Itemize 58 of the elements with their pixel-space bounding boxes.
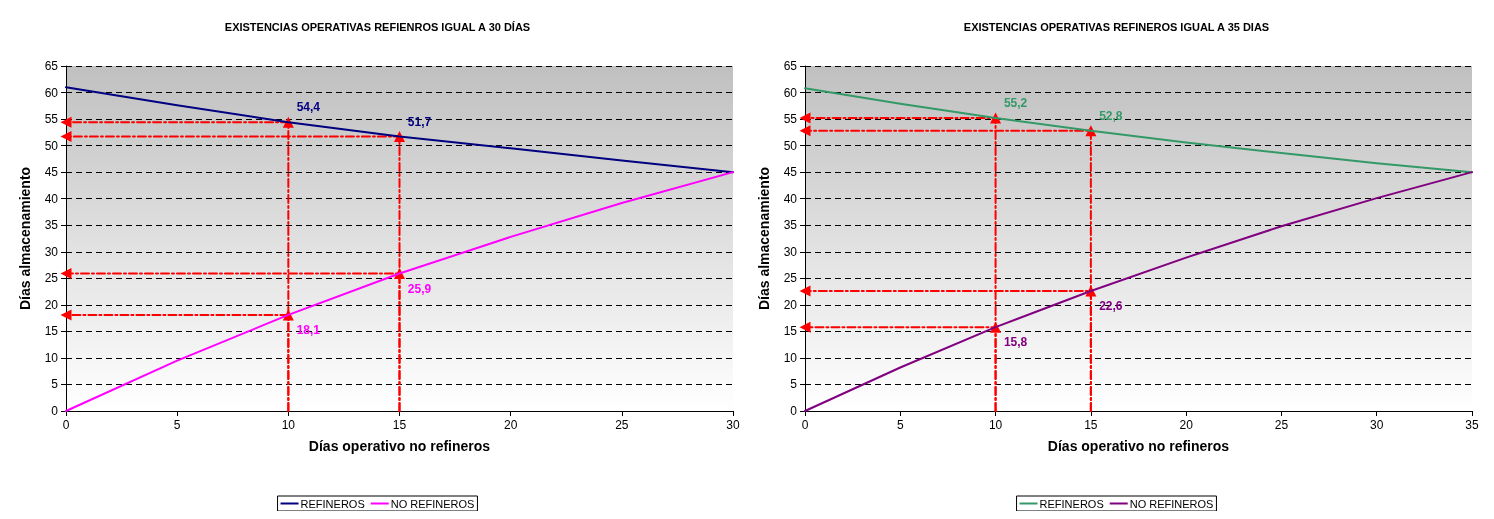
y-axis-title: Días almacenamiento bbox=[756, 166, 772, 311]
y-tick-label: 65 bbox=[783, 59, 798, 73]
legend-label: NO REFINEROS bbox=[390, 497, 475, 510]
y-tick-label: 50 bbox=[44, 138, 59, 153]
x-axis-title: Días operativo no refineros bbox=[308, 438, 491, 454]
y-tick-label: 50 bbox=[783, 138, 798, 153]
data-label: 25,9 bbox=[407, 281, 432, 296]
y-tick-label: 60 bbox=[783, 85, 798, 100]
y-tick-label: 15 bbox=[44, 324, 59, 339]
x-tick-label: 25 bbox=[615, 418, 629, 432]
y-tick-label: 40 bbox=[44, 191, 59, 206]
y-tick-label: 65 bbox=[44, 59, 59, 73]
y-tick-label: 25 bbox=[44, 271, 59, 286]
x-tick-label: 5 bbox=[896, 418, 904, 432]
y-tick-label: 55 bbox=[44, 112, 59, 127]
y-tick-label: 5 bbox=[51, 377, 59, 392]
y-tick-label: 45 bbox=[44, 165, 59, 180]
x-tick-label: 30 bbox=[1370, 418, 1384, 432]
y-tick-label: 10 bbox=[783, 350, 798, 365]
y-tick-label: 15 bbox=[783, 324, 798, 339]
x-tick-label: 35 bbox=[1465, 418, 1479, 432]
data-label: 55,2 bbox=[1003, 96, 1028, 111]
x-tick-label: 20 bbox=[503, 418, 518, 432]
y-tick-label: 0 bbox=[790, 404, 798, 418]
chart-title: EXISTENCIAS OPERATIVAS REFIENROS IGUAL A 30 DÍAS bbox=[224, 20, 531, 33]
y-tick-label: 35 bbox=[783, 218, 798, 233]
data-label: 54,4 bbox=[296, 100, 321, 115]
x-tick-label: 10 bbox=[988, 418, 1003, 432]
y-tick-label: 20 bbox=[44, 297, 59, 312]
x-tick-label: 15 bbox=[1084, 418, 1098, 432]
y-tick-label: 30 bbox=[44, 244, 59, 259]
y-tick-label: 0 bbox=[51, 404, 59, 418]
chart-title: EXISTENCIAS OPERATIVAS REFINEROS IGUAL A 35 DIAS bbox=[963, 20, 1270, 33]
y-tick-label: 55 bbox=[783, 112, 798, 127]
y-tick-label: 35 bbox=[44, 218, 59, 233]
y-tick-label: 10 bbox=[44, 350, 59, 365]
legend-label: REFINEROS bbox=[1039, 497, 1104, 510]
y-tick-label: 5 bbox=[790, 377, 798, 392]
x-tick-label: 20 bbox=[1179, 418, 1194, 432]
x-tick-label: 5 bbox=[173, 418, 181, 432]
y-tick-label: 45 bbox=[783, 165, 798, 180]
y-tick-label: 60 bbox=[44, 85, 59, 100]
x-tick-label: 0 bbox=[62, 418, 70, 432]
x-tick-label: 0 bbox=[801, 418, 809, 432]
y-axis-title: Días almacenamiento bbox=[17, 166, 33, 311]
x-tick-label: 30 bbox=[726, 418, 740, 432]
y-tick-label: 25 bbox=[783, 271, 798, 286]
x-axis-title: Días operativo no refineros bbox=[1047, 438, 1230, 454]
x-tick-label: 10 bbox=[281, 418, 296, 432]
y-tick-label: 40 bbox=[783, 191, 798, 206]
x-tick-label: 25 bbox=[1274, 418, 1289, 432]
data-label: 15,8 bbox=[1003, 335, 1028, 350]
y-tick-label: 20 bbox=[783, 297, 798, 312]
legend-label: REFINEROS bbox=[300, 497, 365, 510]
x-tick-label: 15 bbox=[392, 418, 407, 432]
data-label: 52,8 bbox=[1099, 108, 1123, 123]
legend-label: NO REFINEROS bbox=[1129, 497, 1214, 510]
y-tick-label: 30 bbox=[783, 244, 798, 259]
